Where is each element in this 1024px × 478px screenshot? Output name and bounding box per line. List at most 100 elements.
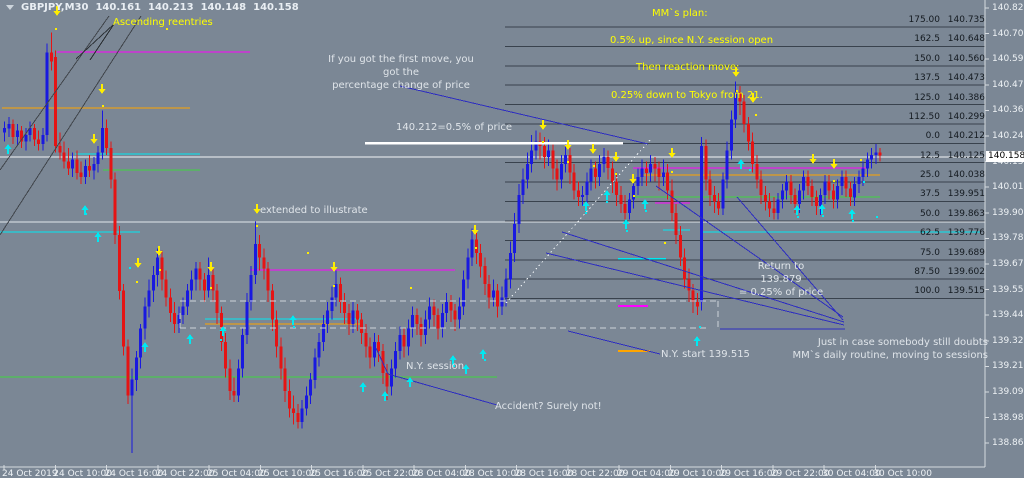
candle-body <box>304 395 308 409</box>
ohlc-high: 140.213 <box>148 2 194 13</box>
candle-body <box>445 301 448 313</box>
signal-dot <box>606 201 608 203</box>
candle-body <box>530 150 533 164</box>
candle-body <box>653 163 657 169</box>
candle-body <box>763 195 767 202</box>
arrow-up-icon <box>582 201 590 211</box>
candle-body <box>513 223 516 253</box>
arrow-up-icon <box>359 382 367 392</box>
candle-body <box>37 139 40 144</box>
time-axis-label: 29 Oct 16:00 <box>719 469 779 478</box>
candle-body <box>377 341 380 351</box>
candle-body <box>351 310 355 325</box>
candle-body <box>394 350 397 369</box>
candle-body <box>598 163 601 178</box>
arrow-down-icon <box>629 174 637 184</box>
annotation-accident: Accident? Surely not! <box>495 401 602 412</box>
candle-body <box>122 290 125 347</box>
ohlc-low: 140.148 <box>200 2 247 13</box>
time-axis-label: 25 Oct 10:00 <box>258 469 317 478</box>
candle-body <box>309 379 312 396</box>
candle-body <box>262 257 266 269</box>
time-axis-label: 24 Oct 10:00 <box>53 469 112 478</box>
candle-body <box>836 186 839 200</box>
fib-pct-label: 25.0 <box>919 170 940 181</box>
candle-body <box>661 172 665 178</box>
candle-body <box>368 346 372 358</box>
candle-body <box>402 335 406 347</box>
candle-body <box>517 195 521 224</box>
candle-body <box>742 101 746 124</box>
annotation-doubts-line2: MM`s daily routine, moving to sessions <box>792 350 988 361</box>
arrow-down-icon <box>98 84 106 94</box>
fib-price-label: 140.473 <box>947 73 985 84</box>
ohlc-open: 140.161 <box>95 2 142 13</box>
candle-body <box>164 279 168 298</box>
candle-body <box>551 150 555 169</box>
signal-dot <box>860 159 862 161</box>
candle-body <box>712 195 716 202</box>
candle-body <box>364 333 368 347</box>
candle-body <box>768 201 771 209</box>
fib-pct-label: 137.5 <box>914 73 940 84</box>
fib-pct-label: 12.5 <box>919 150 940 161</box>
arrow-down-icon <box>471 225 479 235</box>
candle-body <box>623 203 627 213</box>
candle-body <box>24 134 28 142</box>
signal-dot <box>410 287 412 289</box>
arrow-down-icon <box>732 67 740 77</box>
fib-price-label: 139.863 <box>947 209 985 220</box>
arrow-down-icon <box>253 204 261 214</box>
signal-dot <box>136 281 138 283</box>
candle-body <box>534 141 538 151</box>
arrow-up-icon <box>289 315 297 325</box>
candle-body <box>249 275 253 302</box>
fib-price-label: 140.038 <box>947 170 985 181</box>
signal-dot <box>797 216 799 218</box>
arrow-down-icon <box>90 134 98 144</box>
arrow-down-icon <box>749 93 757 103</box>
price-axis-label: 139.555 <box>992 284 1024 295</box>
candle-body <box>423 319 427 336</box>
annotation-mm-plan: MM`s plan: <box>652 8 708 19</box>
arrow-up-icon <box>479 349 487 359</box>
candle-body <box>844 177 848 189</box>
candle-body <box>355 310 359 320</box>
candle-body <box>160 257 164 280</box>
signal-dot <box>615 173 617 175</box>
candle-body <box>100 128 104 153</box>
annotation-extended: extended to illustrate <box>260 205 368 216</box>
candle-body <box>725 150 729 180</box>
fib-price-label: 139.776 <box>947 228 985 239</box>
candle-body <box>785 181 788 191</box>
signal-dot <box>542 141 544 143</box>
candle-body <box>245 301 249 336</box>
candle-body <box>75 159 79 173</box>
candle-body <box>797 190 801 204</box>
current-price-tag: 140.158 <box>986 151 1024 162</box>
candle-body <box>343 301 346 313</box>
fib-price-label: 139.515 <box>947 286 985 297</box>
candle-body <box>296 413 300 422</box>
symbol-list-icon[interactable] <box>6 5 14 10</box>
candle-body <box>62 152 66 162</box>
arrow-down-icon <box>53 6 61 16</box>
candle-body <box>564 154 567 164</box>
chart-title-bar: GBPJPY,M30 140.161 140.213 140.148 140.1… <box>6 2 299 13</box>
candle-body <box>780 190 784 200</box>
annotation-doubts-line1: Just in case somebody still doubts <box>817 337 988 348</box>
signal-dot <box>453 365 455 367</box>
candle-body <box>589 168 593 182</box>
candle-body <box>258 244 261 258</box>
price-axis-label: 139.095 <box>992 386 1024 397</box>
candle-body <box>695 301 699 307</box>
candle-body <box>772 208 776 213</box>
candle-body <box>330 297 334 311</box>
candle-body <box>857 177 861 184</box>
fib-price-label: 140.125 <box>947 150 985 161</box>
candle-body <box>398 335 402 351</box>
fib-pct-label: 37.5 <box>919 189 940 200</box>
signal-dot <box>593 165 595 167</box>
candle-body <box>275 319 278 347</box>
